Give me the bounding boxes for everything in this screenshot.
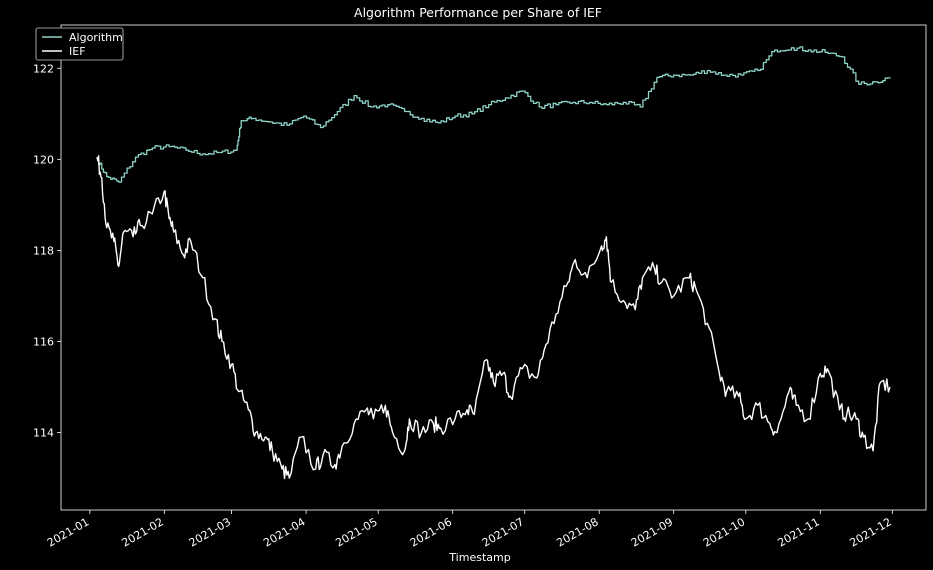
y-axis: 114 116 118 120 122 [33,62,61,440]
legend-box [35,27,124,61]
legend-label-algorithm: Algorithm [69,31,123,44]
series-line-ief [96,155,891,480]
y-tick-label: 116 [33,336,54,349]
plot-area [60,24,927,511]
legend-label-ief: IEF [69,45,86,58]
y-tick-label: 122 [33,62,54,75]
axes-frame [60,24,927,511]
series-line-algorithm [97,46,891,183]
y-tick-label: 120 [33,153,54,166]
chart-title: Algorithm Performance per Share of IEF [354,5,602,20]
y-tick-label: 114 [33,427,54,440]
y-tick-label: 118 [33,244,54,257]
series-layer [96,46,891,480]
x-axis-title: Timestamp [448,551,510,564]
